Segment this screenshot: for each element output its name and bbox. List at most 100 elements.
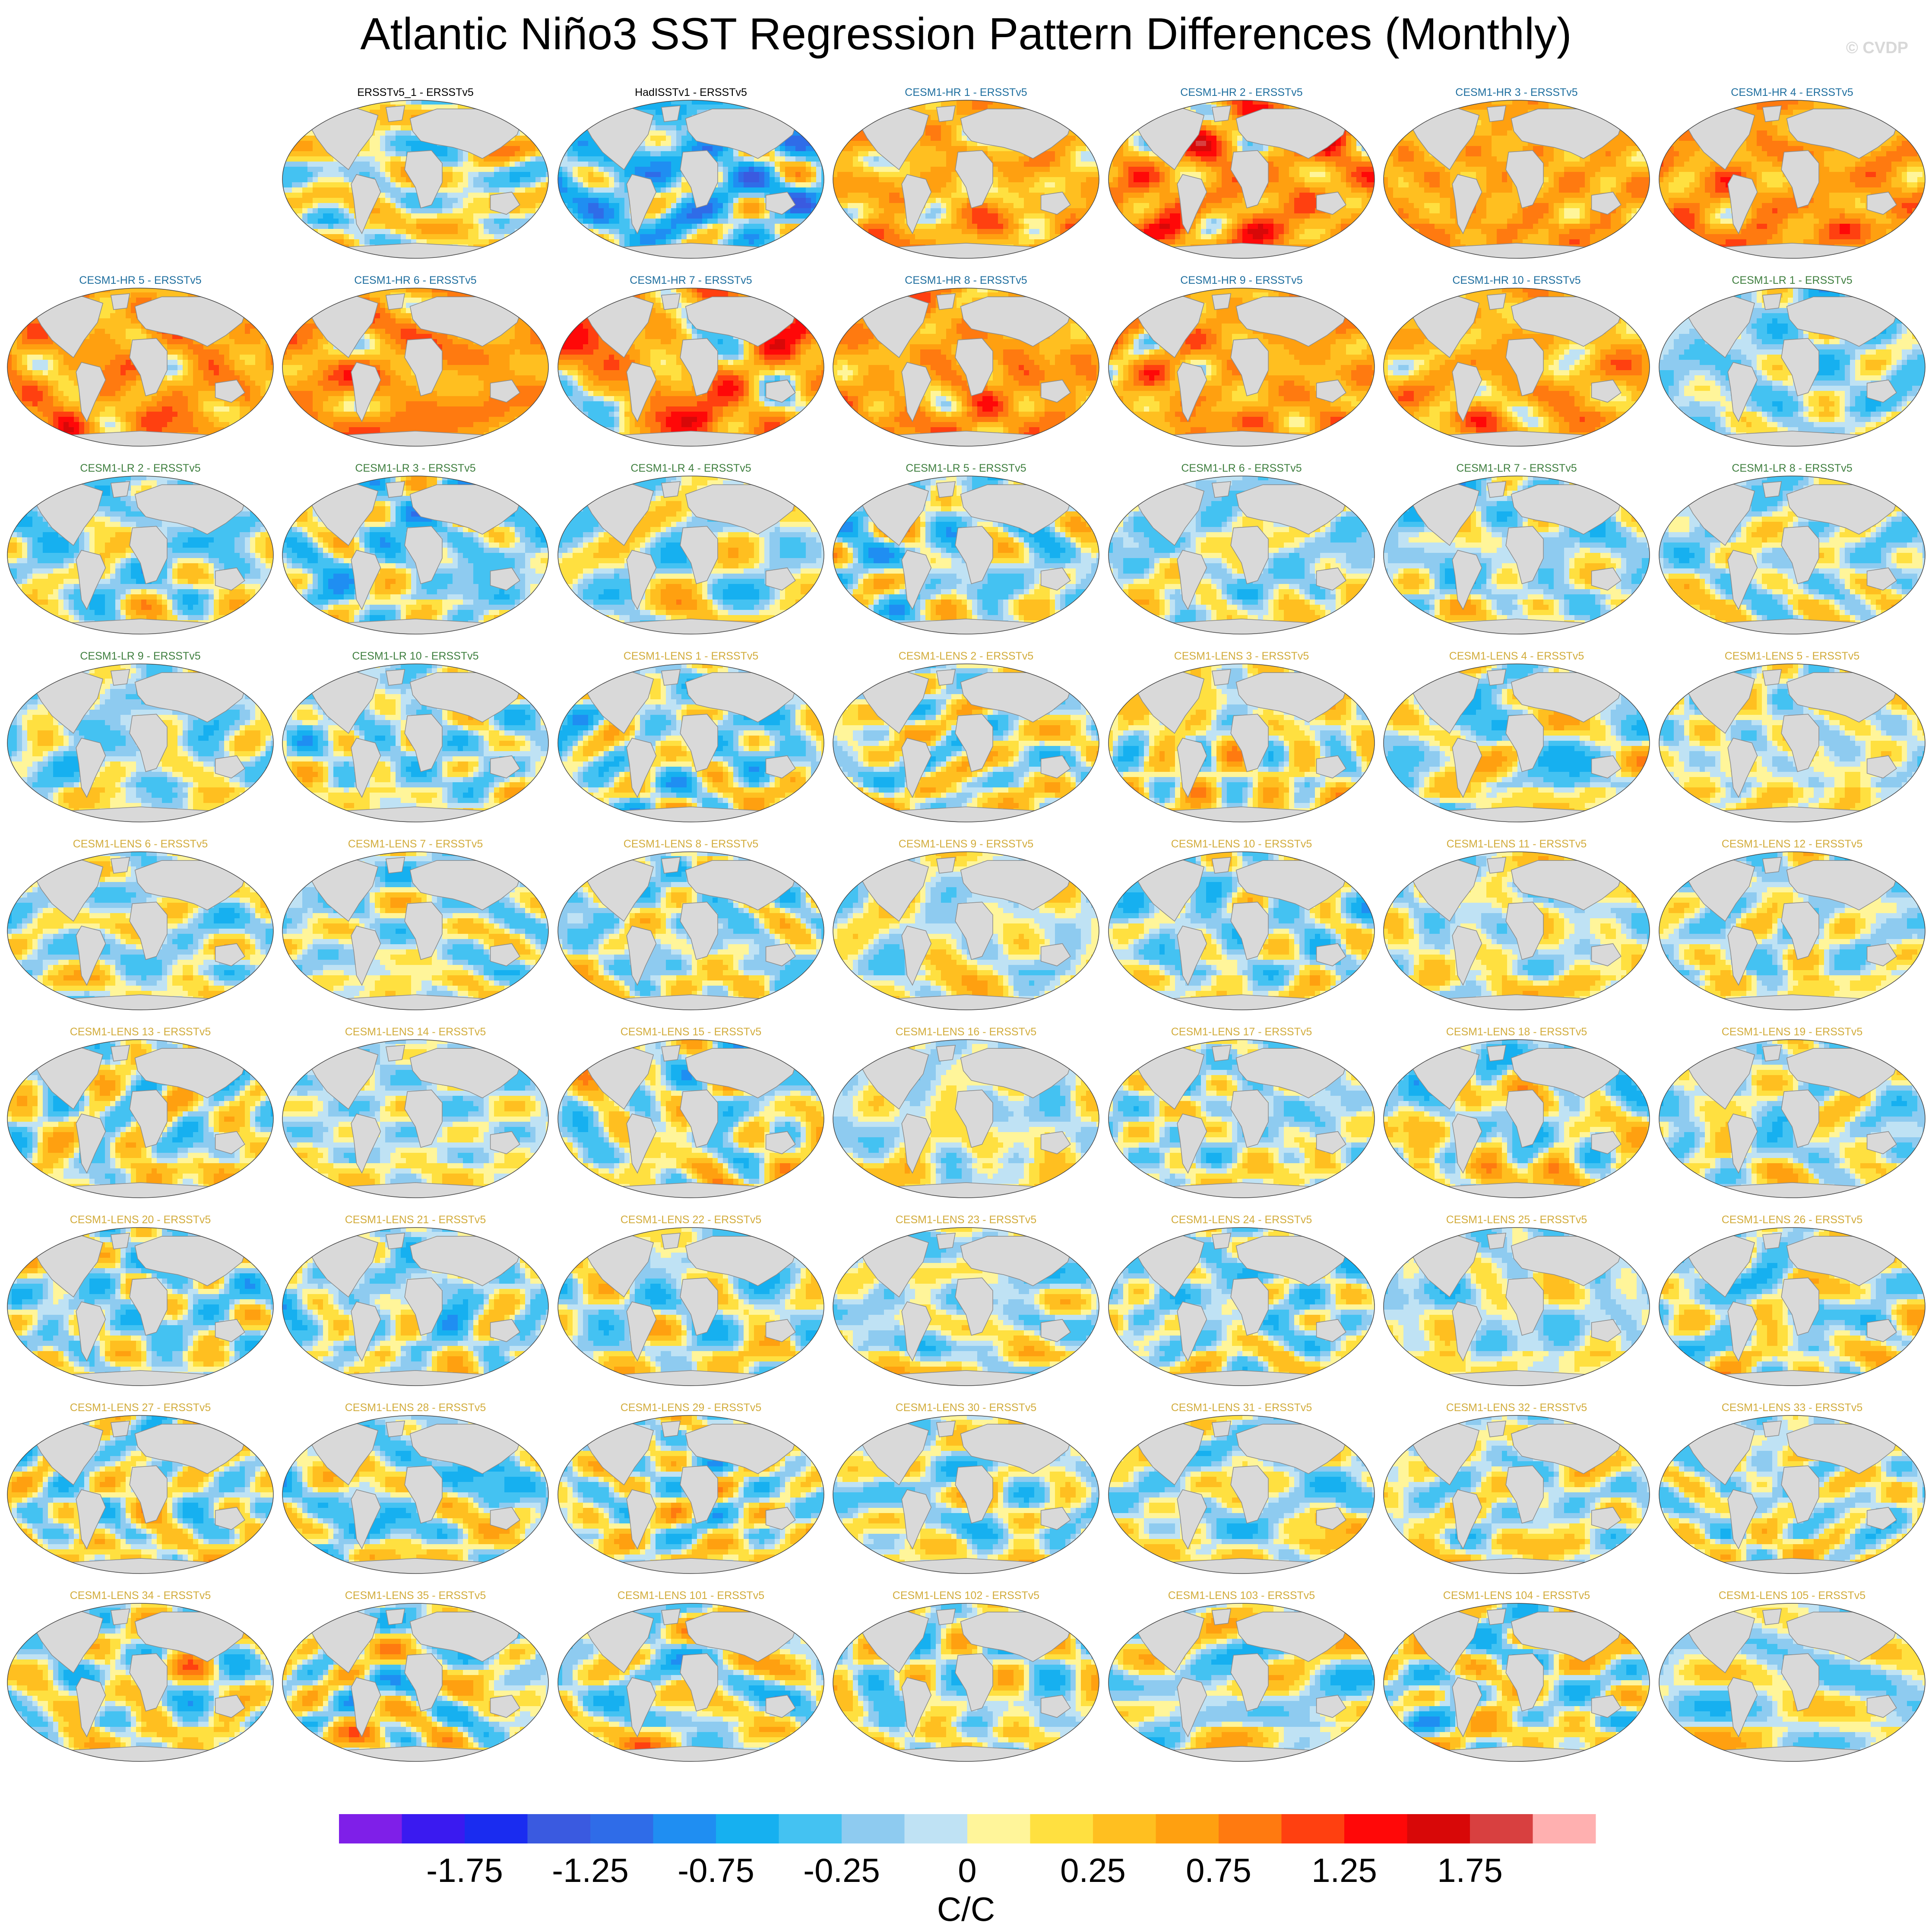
sst-difference-map: [282, 663, 549, 823]
sst-difference-map: [1108, 1039, 1375, 1199]
sst-difference-map: [6, 851, 274, 1011]
panel-title: CESM1-LENS 32 - ERSSTv5: [1383, 1402, 1650, 1414]
colorbar-swatch: [1407, 1814, 1470, 1843]
map-panel: CESM1-HR 10 - ERSSTv5: [1383, 274, 1657, 460]
map-panel: CESM1-LENS 14 - ERSSTv5: [282, 1026, 556, 1212]
sst-difference-map: [832, 1227, 1100, 1386]
colorbar-swatch: [967, 1814, 1030, 1843]
map-panel: CESM1-HR 4 - ERSSTv5: [1658, 86, 1932, 272]
map-panel: CESM1-LENS 33 - ERSSTv5: [1658, 1402, 1932, 1587]
map-panel: CESM1-LENS 28 - ERSSTv5: [282, 1402, 556, 1587]
map-panel: CESM1-HR 5 - ERSSTv5: [6, 274, 281, 460]
map-panel: CESM1-LENS 105 - ERSSTv5: [1658, 1590, 1932, 1775]
panel-title: CESM1-LENS 27 - ERSSTv5: [6, 1402, 274, 1414]
sst-difference-map: [282, 1415, 549, 1574]
map-panel: CESM1-LENS 1 - ERSSTv5: [557, 650, 832, 836]
sst-difference-map: [1658, 663, 1926, 823]
panel-title: CESM1-HR 3 - ERSSTv5: [1383, 86, 1650, 99]
colorbar-tick-label: -0.75: [678, 1851, 754, 1890]
panel-title: CESM1-LENS 22 - ERSSTv5: [557, 1214, 825, 1226]
sst-difference-map: [1108, 99, 1375, 259]
map-panel: CESM1-LENS 27 - ERSSTv5: [6, 1402, 281, 1587]
map-panel: CESM1-HR 8 - ERSSTv5: [832, 274, 1107, 460]
sst-difference-map: [1108, 851, 1375, 1011]
panel-title: CESM1-LR 4 - ERSSTv5: [557, 462, 825, 475]
panel-title: HadISSTv1 - ERSSTv5: [557, 86, 825, 99]
panel-title: CESM1-HR 6 - ERSSTv5: [282, 274, 549, 287]
panel-title: CESM1-LENS 15 - ERSSTv5: [557, 1026, 825, 1038]
sst-difference-map: [557, 475, 825, 635]
colorbar-tick-label: 1.25: [1311, 1851, 1377, 1890]
map-panel: CESM1-LENS 29 - ERSSTv5: [557, 1402, 832, 1587]
panel-title: CESM1-HR 7 - ERSSTv5: [557, 274, 825, 287]
map-panel: CESM1-LR 8 - ERSSTv5: [1658, 462, 1932, 648]
map-panel: CESM1-LENS 103 - ERSSTv5: [1108, 1590, 1382, 1775]
sst-difference-map: [282, 1227, 549, 1386]
panel-title: CESM1-LENS 1 - ERSSTv5: [557, 650, 825, 663]
panel-title: CESM1-LENS 105 - ERSSTv5: [1658, 1590, 1926, 1602]
panel-title: CESM1-LENS 23 - ERSSTv5: [832, 1214, 1100, 1226]
map-panel: CESM1-LENS 16 - ERSSTv5: [832, 1026, 1107, 1212]
map-panel: CESM1-LENS 21 - ERSSTv5: [282, 1214, 556, 1399]
sst-difference-map: [832, 1602, 1100, 1762]
map-panel: CESM1-LR 4 - ERSSTv5: [557, 462, 832, 648]
panel-title: CESM1-LENS 2 - ERSSTv5: [832, 650, 1100, 663]
panel-title: ERSSTv5_1 - ERSSTv5: [282, 86, 549, 99]
sst-difference-map: [1108, 663, 1375, 823]
panel-title: CESM1-LENS 14 - ERSSTv5: [282, 1026, 549, 1038]
sst-difference-map: [1108, 1602, 1375, 1762]
panel-title: CESM1-LENS 21 - ERSSTv5: [282, 1214, 549, 1226]
map-panel: CESM1-HR 6 - ERSSTv5: [282, 274, 556, 460]
panel-title: CESM1-LENS 35 - ERSSTv5: [282, 1590, 549, 1602]
sst-difference-map: [557, 287, 825, 447]
map-panel: CESM1-HR 9 - ERSSTv5: [1108, 274, 1382, 460]
sst-difference-map: [832, 1039, 1100, 1199]
panel-title: CESM1-HR 8 - ERSSTv5: [832, 274, 1100, 287]
map-panel: CESM1-LENS 18 - ERSSTv5: [1383, 1026, 1657, 1212]
sst-difference-map: [1383, 287, 1650, 447]
sst-difference-map: [1383, 1227, 1650, 1386]
panel-title: CESM1-HR 9 - ERSSTv5: [1108, 274, 1375, 287]
map-panel: CESM1-LENS 6 - ERSSTv5: [6, 838, 281, 1024]
colorbar-tick-label: -1.75: [426, 1851, 503, 1890]
panel-title: CESM1-LENS 18 - ERSSTv5: [1383, 1026, 1650, 1038]
map-panel: CESM1-LENS 17 - ERSSTv5: [1108, 1026, 1382, 1212]
sst-difference-map: [1108, 287, 1375, 447]
colorbar-swatch: [339, 1814, 402, 1843]
map-panel: CESM1-LENS 26 - ERSSTv5: [1658, 1214, 1932, 1399]
sst-difference-map: [832, 475, 1100, 635]
map-panel: CESM1-LENS 35 - ERSSTv5: [282, 1590, 556, 1775]
panel-title: CESM1-LENS 20 - ERSSTv5: [6, 1214, 274, 1226]
colorbar-tick-label: 0.25: [1060, 1851, 1126, 1890]
panel-title: CESM1-HR 1 - ERSSTv5: [832, 86, 1100, 99]
sst-difference-map: [557, 851, 825, 1011]
map-panel: CESM1-LENS 5 - ERSSTv5: [1658, 650, 1932, 836]
map-panel: CESM1-HR 1 - ERSSTv5: [832, 86, 1107, 272]
panel-title: CESM1-LENS 8 - ERSSTv5: [557, 838, 825, 850]
map-panel: CESM1-LENS 20 - ERSSTv5: [6, 1214, 281, 1399]
map-panel: CESM1-LENS 12 - ERSSTv5: [1658, 838, 1932, 1024]
sst-difference-map: [6, 1602, 274, 1762]
colorbar-tick-label: -0.25: [803, 1851, 880, 1890]
panel-title: CESM1-LENS 9 - ERSSTv5: [832, 838, 1100, 850]
map-panel: CESM1-LR 6 - ERSSTv5: [1108, 462, 1382, 648]
map-panel: CESM1-LENS 8 - ERSSTv5: [557, 838, 832, 1024]
map-panel: CESM1-LENS 10 - ERSSTv5: [1108, 838, 1382, 1024]
map-panel: CESM1-LR 5 - ERSSTv5: [832, 462, 1107, 648]
colorbar-swatch: [1533, 1814, 1596, 1843]
sst-difference-map: [832, 1415, 1100, 1574]
sst-difference-map: [832, 287, 1100, 447]
colorbar-swatch: [402, 1814, 465, 1843]
map-panel: CESM1-LR 1 - ERSSTv5: [1658, 274, 1932, 460]
map-panel: HadISSTv1 - ERSSTv5: [557, 86, 832, 272]
figure-title: Atlantic Niño3 SST Regression Pattern Di…: [0, 9, 1932, 60]
panel-title: CESM1-LENS 7 - ERSSTv5: [282, 838, 549, 850]
panel-title: CESM1-HR 2 - ERSSTv5: [1108, 86, 1375, 99]
panel-title: CESM1-LR 7 - ERSSTv5: [1383, 462, 1650, 475]
panel-title: CESM1-LENS 17 - ERSSTv5: [1108, 1026, 1375, 1038]
map-panel: CESM1-LENS 25 - ERSSTv5: [1383, 1214, 1657, 1399]
sst-difference-map: [6, 1039, 274, 1199]
map-panel: CESM1-HR 2 - ERSSTv5: [1108, 86, 1382, 272]
sst-difference-map: [1383, 851, 1650, 1011]
sst-difference-map: [1658, 99, 1926, 259]
